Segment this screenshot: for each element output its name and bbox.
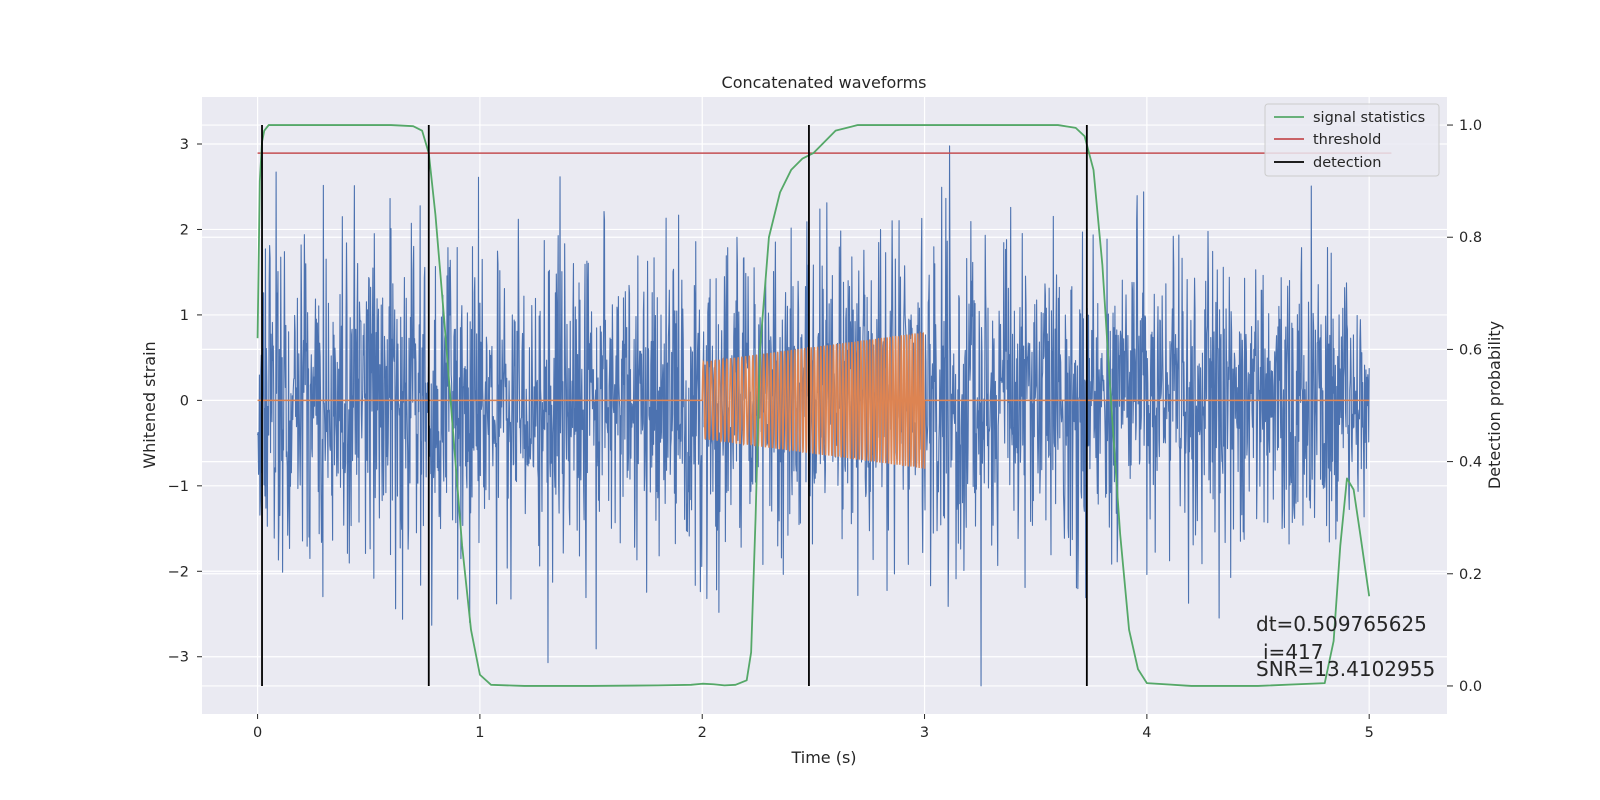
signal-statistics-line: [256, 124, 1371, 687]
signal-statistics-series: [256, 124, 1371, 687]
y-tick-label: −2: [168, 564, 189, 580]
y-axis-left: −3 −2 −1 0 1 2 3: [168, 137, 202, 666]
legend-threshold-label: threshold: [1313, 132, 1381, 148]
legend: signal statistics threshold detection: [1264, 103, 1440, 177]
y-tick-label: 1: [180, 308, 189, 324]
x-tick-label: 4: [1142, 725, 1151, 741]
template-chirp-series: [257, 330, 1370, 469]
y-tick-label: −1: [168, 479, 189, 495]
y-tick-label: 2: [180, 222, 189, 238]
x-axis: 0 1 2 3 4 5: [253, 714, 1374, 741]
y-tick-label: −3: [168, 650, 189, 666]
y2-axis-label: Detection probability: [1485, 321, 1504, 489]
annotation-dt: dt=0.509765625: [1256, 612, 1427, 636]
x-axis-label: Time (s): [790, 748, 856, 767]
annotation-index: i=417: [1263, 640, 1324, 664]
x-tick-label: 1: [475, 725, 484, 741]
y-axis-label: Whitened strain: [140, 341, 159, 468]
legend-box: [1264, 103, 1440, 177]
annotation-snr: SNR=13.4102955: [1256, 657, 1435, 681]
annotations: dt=0.509765625 i=417 SNR=13.4102955: [1256, 612, 1435, 681]
y2-tick-label: 0.0: [1459, 679, 1482, 695]
chart-title: Concatenated waveforms: [722, 73, 927, 92]
y-tick-label: 0: [180, 393, 189, 409]
y2-tick-label: 0.4: [1459, 455, 1482, 471]
y-axis-right: 0.0 0.2 0.4 0.6 0.8 1.0: [1447, 118, 1482, 695]
y-tick-label: 3: [180, 137, 189, 153]
y2-tick-label: 1.0: [1459, 118, 1482, 134]
x-tick-label: 2: [698, 725, 707, 741]
template-line: [257, 330, 1370, 469]
x-tick-label: 0: [253, 725, 262, 741]
y2-tick-label: 0.8: [1459, 230, 1482, 246]
detection-series: [261, 125, 1088, 686]
y2-tick-label: 0.2: [1459, 567, 1482, 583]
x-tick-label: 3: [920, 725, 929, 741]
legend-signal-statistics-label: signal statistics: [1313, 110, 1425, 126]
x-tick-label: 5: [1365, 725, 1374, 741]
legend-detection-label: detection: [1313, 155, 1381, 171]
y2-tick-label: 0.6: [1459, 342, 1482, 358]
